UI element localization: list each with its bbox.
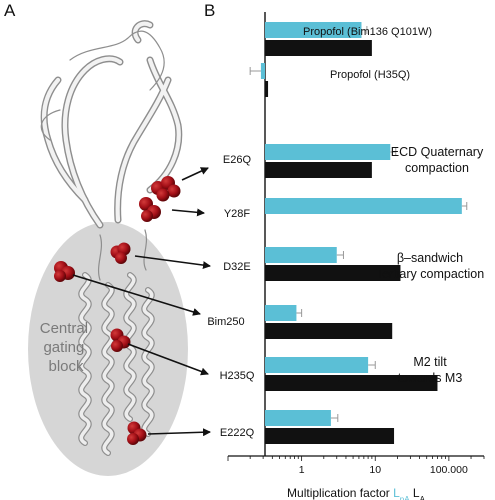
bar-la — [265, 40, 372, 56]
x-tick-label: 100.000 — [430, 464, 468, 476]
bar-chart: 1 10 100.000 Propofol (Bim136 Q101W) Propofo… — [207, 12, 485, 500]
panel-a: A — [4, 1, 211, 476]
category-label: Propofol (Bim136 Q101W) — [303, 26, 432, 38]
residue-cluster-e26q — [151, 176, 181, 202]
panel-b: B 1 10 100.000 Propofol (Bim136 Q101W) Propo… — [204, 1, 485, 500]
pointer-arrow-y28f — [171, 208, 205, 217]
residue-cluster-y28f — [139, 197, 161, 222]
x-tick-label: 10 — [369, 464, 381, 476]
bar-lpa — [265, 22, 362, 38]
pointer-arrow-d32e — [134, 255, 211, 270]
pointer-arrow-e26q — [181, 167, 209, 181]
category-label: E222Q — [220, 427, 255, 439]
panel-b-letter: B — [204, 1, 215, 20]
bar-lpa — [265, 247, 337, 263]
residue-clusters — [54, 176, 181, 445]
x-tick-label: 1 — [299, 464, 305, 476]
group-annotation: M2 tilt towards M3 — [398, 355, 463, 385]
pointer-arrow-bim250 — [72, 274, 201, 316]
bar-la — [265, 375, 438, 391]
bar-lpa — [265, 198, 462, 214]
bar-la — [265, 265, 401, 281]
category-label: Bim250 — [207, 316, 244, 328]
category-label: E26Q — [223, 154, 252, 166]
residue-cluster-h235q — [110, 328, 131, 352]
pointer-arrow-h235q — [127, 343, 209, 376]
bar-la — [265, 323, 393, 339]
bar-la — [265, 81, 269, 97]
residue-cluster-d32e — [110, 242, 131, 264]
x-axis-label: Multiplication factor LpA LA — [287, 486, 426, 500]
bar-lpa — [265, 410, 331, 426]
pointer-arrows — [72, 167, 211, 437]
bar-lpa — [265, 305, 297, 321]
pointer-arrow-e222q — [147, 428, 211, 437]
residue-cluster-bim250 — [54, 261, 75, 282]
protein-ribbon — [40, 20, 183, 456]
group-annotation: β–sandwich Tertiary compaction — [376, 251, 484, 281]
bar-lpa — [265, 144, 391, 160]
group-annotation: ECD Quaternary compaction — [391, 145, 484, 175]
bar-lpa — [265, 357, 369, 373]
category-label: D32E — [223, 261, 251, 273]
bar-lpa — [260, 63, 265, 79]
category-label: Y28F — [224, 208, 251, 220]
panel-a-letter: A — [4, 1, 16, 20]
structure-label: Central gating block — [40, 320, 93, 375]
category-label: Propofol (H35Q) — [330, 69, 410, 81]
bar-la — [265, 428, 395, 444]
residue-cluster-e222q — [127, 421, 147, 445]
bar-la — [265, 162, 372, 178]
category-label: H235Q — [220, 370, 255, 382]
